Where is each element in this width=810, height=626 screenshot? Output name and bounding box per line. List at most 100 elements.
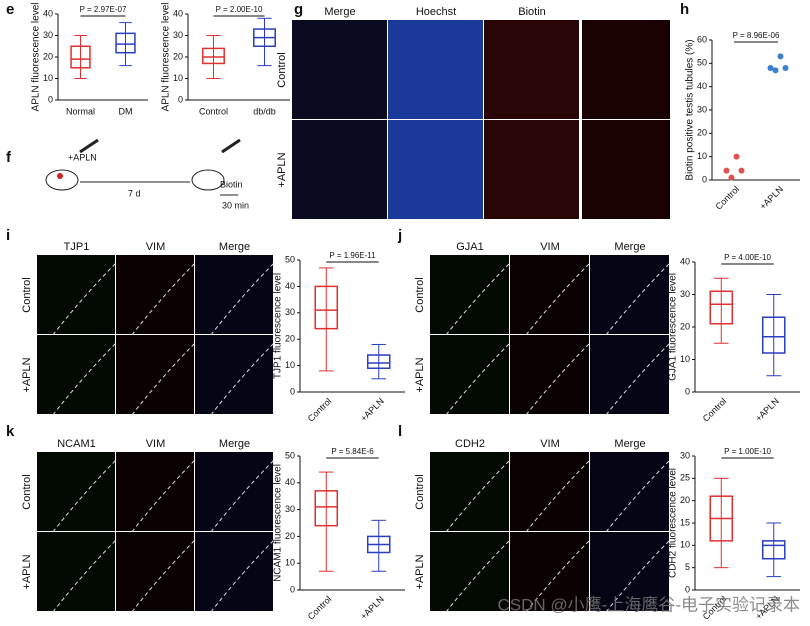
y-tick-label: 10	[43, 73, 53, 83]
tubule-boundary	[210, 262, 275, 336]
image-column-label: CDH2	[455, 438, 485, 450]
tubule-boundary	[445, 459, 511, 533]
tubule-boundary	[605, 262, 671, 336]
micrograph	[484, 20, 579, 119]
image-column-label: Merge	[219, 438, 250, 450]
p-value: P = 8.96E-06	[733, 31, 780, 40]
y-axis-label: Biotin positive testis tubules (%)	[685, 39, 696, 180]
point	[777, 53, 784, 60]
micrograph	[292, 20, 387, 119]
y-tick-label: 30	[285, 307, 295, 317]
image-column-label: Merge	[614, 241, 645, 253]
point	[782, 65, 789, 71]
y-tick-label: 20	[43, 51, 53, 61]
tubule-boundary	[52, 262, 117, 336]
x-tick-label: Control	[701, 396, 729, 424]
x-tick-label: +APLN	[753, 396, 780, 423]
panel-label: h	[680, 1, 689, 18]
box	[761, 540, 786, 560]
tubule-boundary	[605, 342, 671, 416]
y-tick-label: 40	[43, 8, 53, 18]
schematic	[45, 138, 241, 196]
syringe	[79, 138, 99, 154]
y-tick-label: 0	[685, 386, 690, 396]
p-value: P = 2.97E-07	[80, 5, 127, 14]
micrograph	[195, 452, 273, 531]
x-tick-label: +APLN	[358, 594, 385, 621]
y-tick-label: 40	[697, 81, 707, 91]
y-tick-label: 20	[680, 321, 690, 331]
micrograph	[590, 532, 669, 611]
image-column-label: TJP1	[64, 241, 90, 253]
image-column-label: Biotin	[518, 6, 546, 18]
y-tick-label: 40	[285, 281, 295, 291]
schematic-label: Biotin	[220, 179, 243, 189]
zoom-image	[582, 20, 670, 119]
watermark: CSDN @小鹰-上海鹰谷-电子实验记录本	[498, 595, 800, 614]
y-tick-label: 50	[285, 450, 295, 460]
image-row-label: +APLN	[21, 357, 33, 392]
injection-site	[57, 173, 63, 179]
x-tick-label: +APLN	[758, 184, 785, 211]
tubule-boundary	[445, 342, 511, 416]
y-tick-label: 5	[685, 562, 690, 572]
panel-label: g	[294, 1, 303, 18]
micrograph	[116, 452, 194, 531]
y-tick-label: 20	[697, 128, 707, 138]
y-tick-label: 0	[290, 584, 295, 594]
box	[115, 32, 136, 54]
y-tick-label: 10	[680, 354, 690, 364]
y-tick-label: 60	[697, 34, 707, 44]
tubule-boundary	[52, 342, 117, 416]
micrograph	[510, 532, 589, 611]
point	[733, 153, 740, 160]
schematic-label: 7 d	[128, 188, 141, 198]
tubule-boundary	[445, 262, 511, 336]
y-tick-label: 30	[43, 30, 53, 40]
micrograph	[292, 120, 387, 219]
micrograph	[37, 532, 115, 611]
x-tick-label: Control	[306, 594, 334, 622]
micrograph	[37, 452, 115, 531]
y-tick-label: 10	[285, 360, 295, 370]
y-tick-label: 50	[285, 254, 295, 264]
y-tick-label: 15	[680, 517, 690, 527]
y-tick-label: 10	[680, 540, 690, 550]
image-row-label: Control	[414, 277, 426, 312]
image-column-label: VIM	[146, 241, 166, 253]
tubule-boundary	[605, 539, 671, 613]
image-row-label: Control	[276, 52, 288, 87]
image-row-label: +APLN	[276, 152, 288, 187]
micrograph	[430, 255, 509, 334]
image-row-label: +APLN	[21, 554, 33, 589]
tubule-boundary	[52, 459, 117, 533]
box	[314, 285, 339, 330]
tubule-boundary	[525, 539, 591, 613]
point	[728, 174, 735, 181]
micrograph	[430, 335, 509, 414]
image-column-label: GJA1	[456, 241, 484, 253]
tubule-boundary	[525, 262, 591, 336]
panel-label: f	[6, 149, 12, 166]
image-column-label: Merge	[614, 438, 645, 450]
image-column-label: Merge	[324, 6, 355, 18]
micrograph	[388, 120, 483, 219]
p-value: P = 5.84E-6	[331, 447, 374, 456]
tubule-boundary	[605, 459, 671, 533]
x-tick-label: Control	[306, 396, 334, 424]
y-tick-label: 30	[173, 30, 183, 40]
y-tick-label: 10	[173, 73, 183, 83]
image-row-label: +APLN	[414, 554, 426, 589]
y-tick-label: 0	[48, 94, 53, 104]
y-tick-label: 30	[285, 504, 295, 514]
y-axis-label: APLN fluorescence level	[31, 3, 42, 112]
micrograph	[590, 335, 669, 414]
syringe	[221, 138, 241, 154]
image-column-label: NCAM1	[57, 438, 96, 450]
micrograph	[388, 20, 483, 119]
micrograph	[37, 335, 115, 414]
y-tick-label: 10	[697, 151, 707, 161]
y-axis-label: CDH2 fluorescence level	[668, 468, 679, 578]
tubule-boundary	[131, 459, 196, 533]
